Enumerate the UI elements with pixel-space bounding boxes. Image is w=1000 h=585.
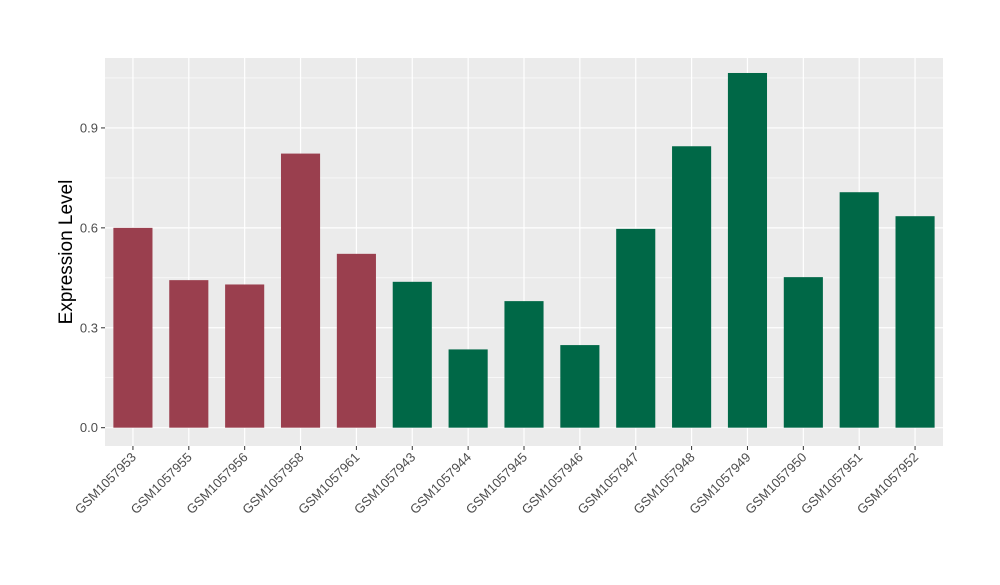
bar-GSM1057956 bbox=[225, 284, 265, 428]
y-tick-label: 0.6 bbox=[80, 220, 98, 235]
y-axis: 0.0 0.3 0.6 0.9 bbox=[80, 120, 105, 435]
bar-GSM1057951 bbox=[839, 192, 879, 428]
y-axis-label: Expression Level bbox=[56, 180, 77, 325]
y-tick-label: 0.3 bbox=[80, 320, 98, 335]
bar-GSM1057953 bbox=[113, 227, 153, 428]
bar-GSM1057945 bbox=[504, 301, 544, 428]
bar-GSM1057958 bbox=[280, 153, 321, 428]
bar-GSM1057946 bbox=[560, 345, 600, 428]
bar-GSM1057949 bbox=[727, 72, 768, 428]
y-tick-label: 0.0 bbox=[80, 420, 98, 435]
bar-GSM1057961 bbox=[336, 253, 376, 428]
y-tick-label: 0.9 bbox=[80, 120, 98, 135]
bar-GSM1057943 bbox=[392, 281, 432, 428]
x-axis: GSM1057953GSM1057955GSM1057956GSM1057958… bbox=[72, 446, 921, 517]
bar-GSM1057955 bbox=[169, 280, 209, 428]
bar-GSM1057950 bbox=[783, 277, 823, 428]
bar-GSM1057947 bbox=[616, 228, 656, 428]
bars bbox=[113, 72, 935, 428]
bar-GSM1057952 bbox=[895, 216, 935, 428]
bar-GSM1057948 bbox=[672, 146, 712, 428]
bar-GSM1057944 bbox=[448, 349, 488, 428]
